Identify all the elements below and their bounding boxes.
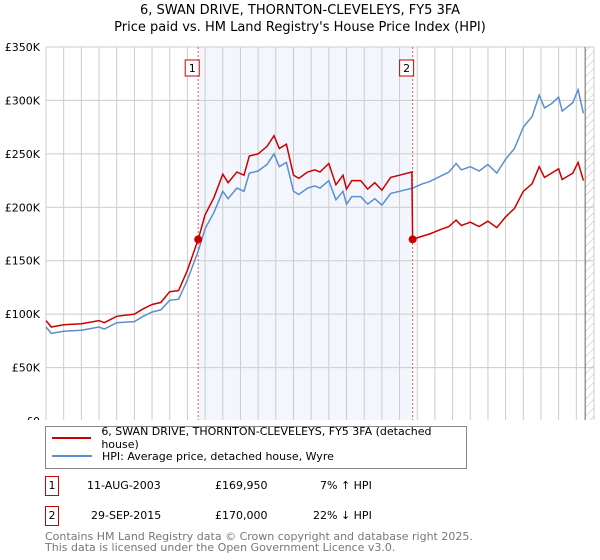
sale-marker-badge: 1 [45,476,59,496]
sale-point [408,235,417,244]
chart-subtitle: Price paid vs. HM Land Registry's House … [114,20,486,35]
sale-hpi-diff: 22% ↓ HPI [313,509,372,522]
legend-label: 6, SWAN DRIVE, THORNTON-CLEVELEYS, FY5 3… [101,425,432,451]
sale-point [194,235,203,244]
y-tick-label: £150K [5,255,41,268]
sale-price: £169,950 [215,479,268,492]
legend: 6, SWAN DRIVE, THORNTON-CLEVELEYS, FY5 3… [45,425,467,469]
price-chart: 1995199619971998199920002001200220032004… [5,41,595,420]
hpi-line [45,87,585,335]
sale-label: 1 [189,62,196,75]
footer: Contains HM Land Registry data © Crown c… [45,531,473,553]
sale-row: 2 29-SEP-2015 £170,000 22% ↓ HPI [45,506,545,526]
sale-label-box [399,59,415,77]
footer-copyright: Contains HM Land Registry data © Crown c… [45,530,473,543]
forecast-hatch [585,47,594,420]
sale-date: 11-AUG-2003 [87,479,161,492]
legend-label: HPI: Average price, detached house, Wyre [102,449,334,463]
blue-line-swatch [52,455,92,457]
sale-date: 29-SEP-2015 [91,509,162,522]
sale-row: 1 11-AUG-2003 £169,950 7% ↑ HPI [45,476,545,496]
sale-price: £170,000 [215,509,268,522]
ownership-shading [198,47,413,420]
property-price-line [45,134,585,328]
y-tick-label: £0 [26,415,40,420]
legend-item-property: 6, SWAN DRIVE, THORNTON-CLEVELEYS, FY5 3… [52,425,466,451]
sale-label: 2 [403,62,410,75]
y-tick-label: £350K [5,41,41,54]
y-tick-label: £200K [5,201,41,214]
sale-marker-badge: 2 [45,506,59,526]
y-tick-label: £250K [5,148,41,161]
chart-title: 6, SWAN DRIVE, THORNTON-CLEVELEYS, FY5 3… [139,3,461,18]
footer-licence: This data is licensed under the Open Gov… [45,541,396,554]
legend-item-hpi: HPI: Average price, detached house, Wyre [52,448,334,464]
y-tick-label: £100K [5,308,41,321]
y-tick-label: £50K [12,362,41,375]
sale-label-box [184,59,200,77]
red-line-swatch [52,437,92,439]
sale-hpi-diff: 7% ↑ HPI [320,479,372,492]
y-tick-label: £300K [5,94,41,107]
